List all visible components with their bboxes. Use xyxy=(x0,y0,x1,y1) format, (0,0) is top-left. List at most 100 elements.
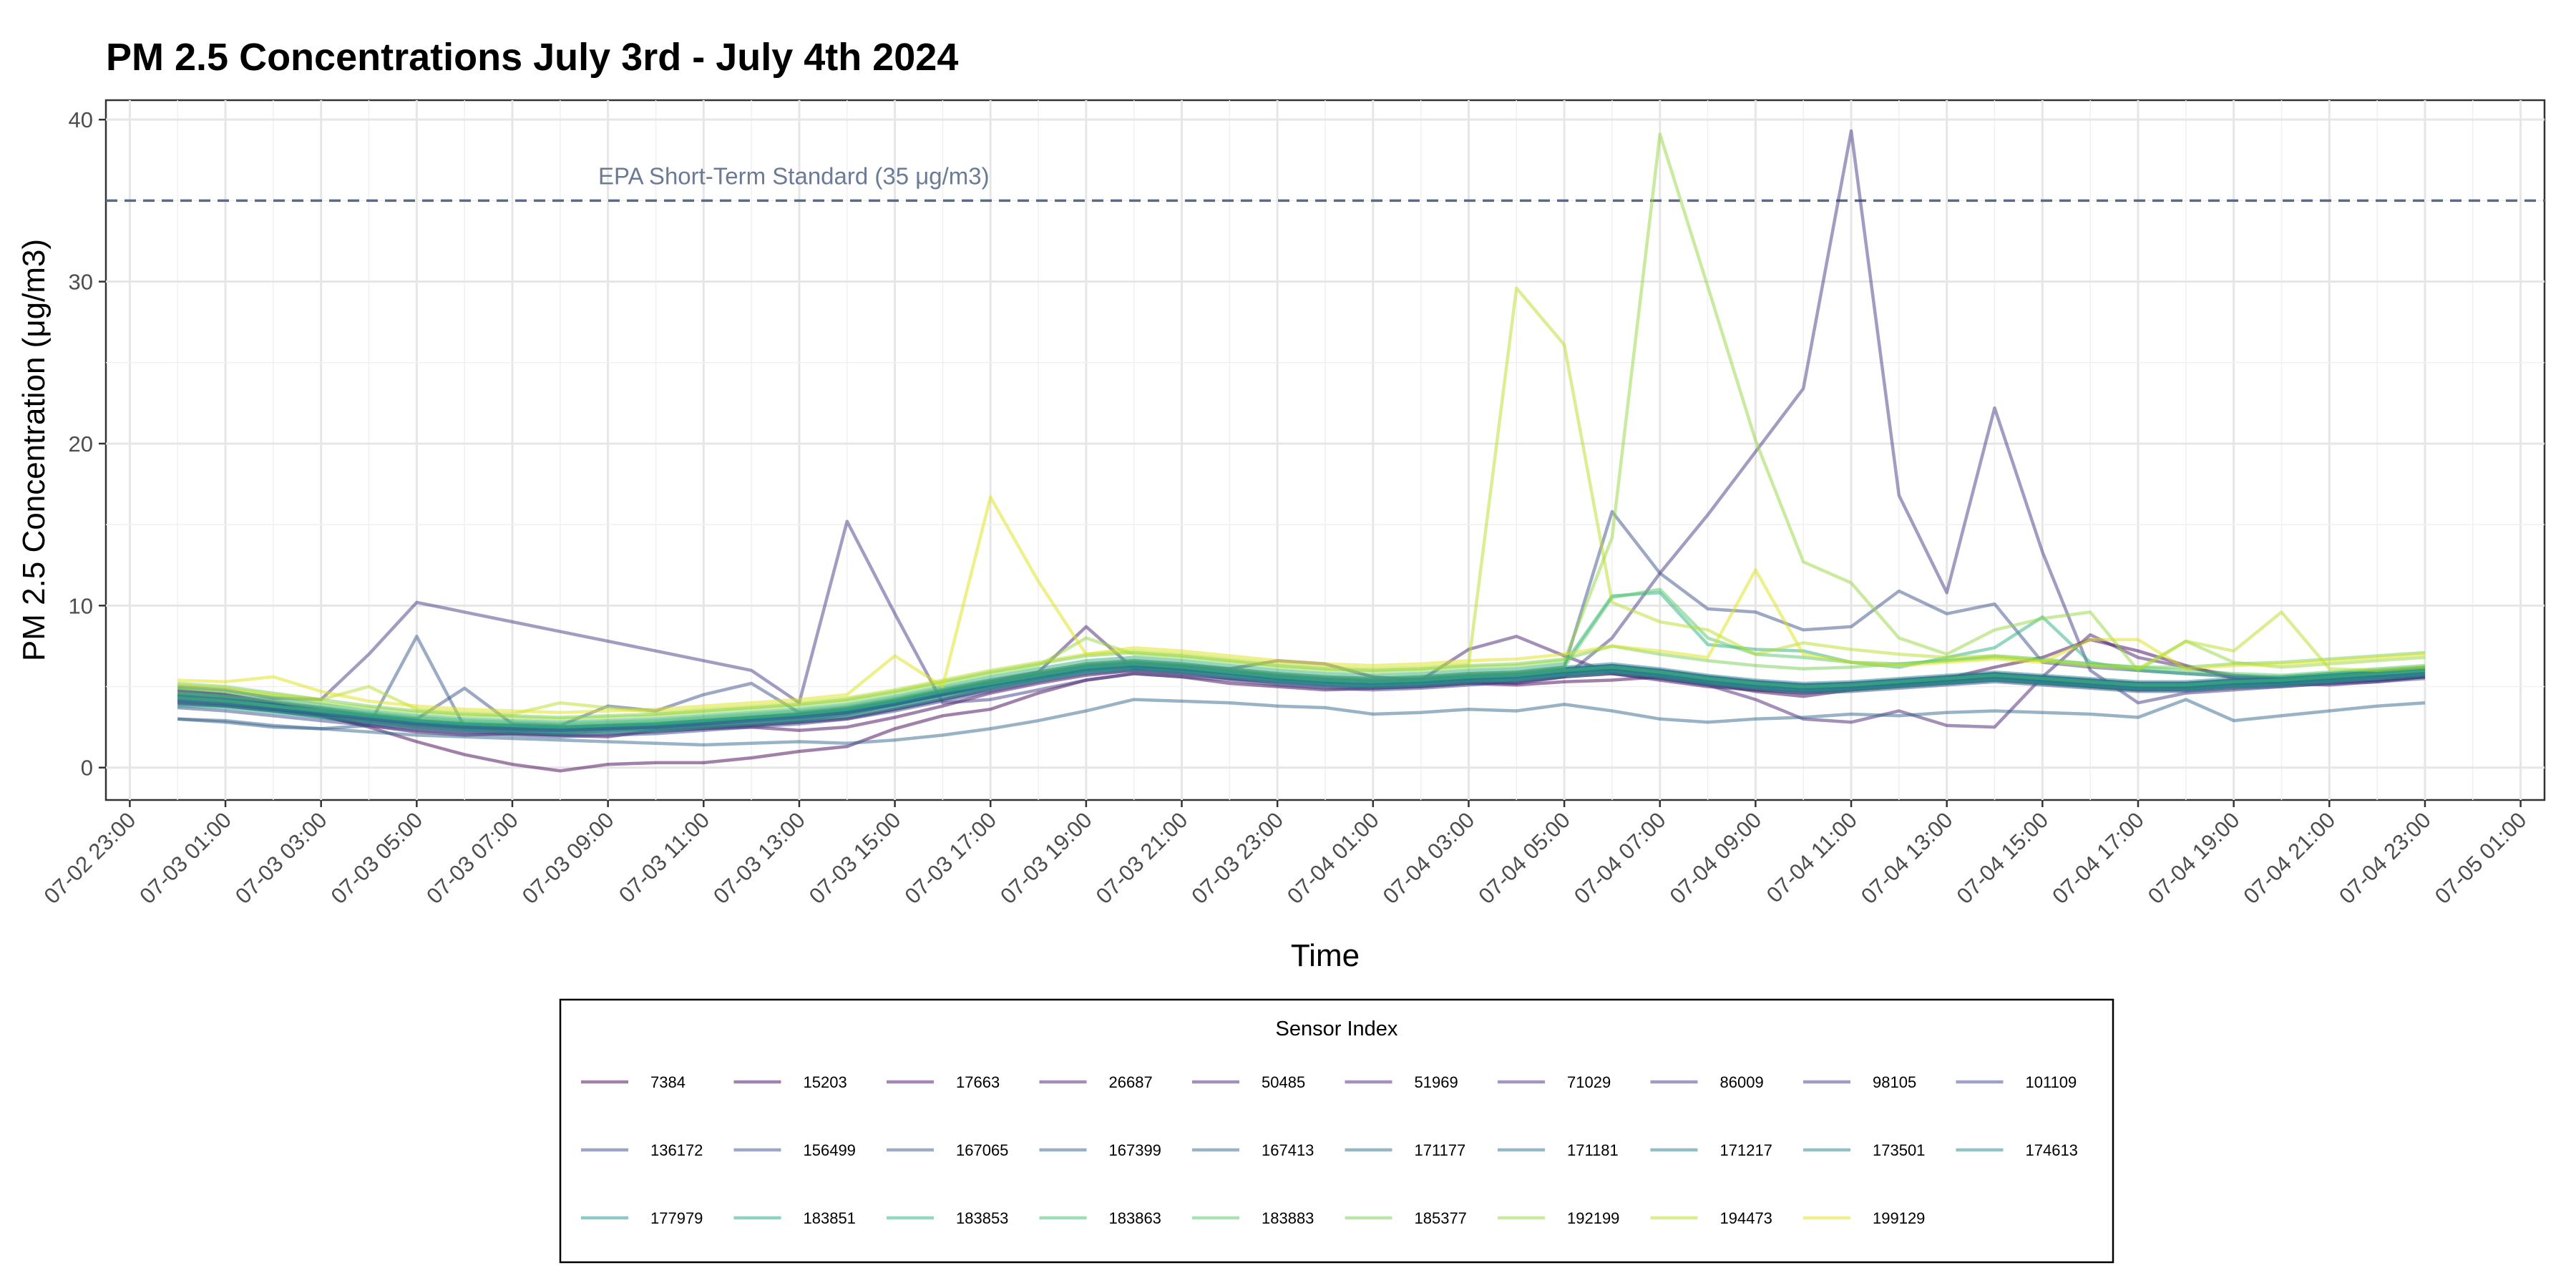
legend-item-167399: 167399 xyxy=(1039,1141,1161,1159)
x-tick-label: 07-04 09:00 xyxy=(1665,807,1767,909)
legend-item-183883: 183883 xyxy=(1192,1209,1314,1227)
x-tick-label: 07-04 07:00 xyxy=(1569,807,1671,909)
x-tick-label: 07-03 05:00 xyxy=(326,807,428,909)
series-line-199129 xyxy=(177,495,2426,715)
legend-box xyxy=(559,998,2114,1264)
legend-label: 17663 xyxy=(956,1073,1000,1091)
series-lines xyxy=(177,129,2426,773)
series-line-167413 xyxy=(177,698,2426,747)
legend-item-183863: 183863 xyxy=(1039,1209,1161,1227)
legend-item-171217: 171217 xyxy=(1650,1141,1772,1159)
x-tick-label: 07-04 21:00 xyxy=(2238,807,2340,909)
y-tick-label: 20 xyxy=(69,431,93,457)
legend-label: 199129 xyxy=(1873,1209,1925,1227)
legend-label: 171177 xyxy=(1415,1141,1466,1159)
legend-item-17663: 17663 xyxy=(887,1073,1000,1091)
y-tick-label: 40 xyxy=(69,107,93,132)
legend-label: 183883 xyxy=(1262,1209,1314,1227)
legend-label: 194473 xyxy=(1720,1209,1772,1227)
legend-item-15203: 15203 xyxy=(733,1073,847,1091)
legend-item-51969: 51969 xyxy=(1345,1073,1458,1091)
y-tick-label: 0 xyxy=(81,756,93,781)
x-tick-label: 07-04 01:00 xyxy=(1282,807,1384,909)
series-line-183863 xyxy=(177,662,2426,729)
legend-item-185377: 185377 xyxy=(1345,1209,1467,1227)
legend-item-136172: 136172 xyxy=(581,1141,703,1159)
y-axis-title: PM 2.5 Concentration (μg/m3) xyxy=(16,239,52,661)
x-tick-label: 07-03 11:00 xyxy=(614,807,714,907)
series-line-183853 xyxy=(177,590,2426,724)
legend-item-194473: 194473 xyxy=(1650,1209,1772,1227)
legend-label: 7384 xyxy=(650,1073,686,1091)
legend-item-26687: 26687 xyxy=(1039,1073,1153,1091)
legend-item-156499: 156499 xyxy=(733,1141,856,1159)
series-line-192199 xyxy=(177,132,2426,721)
series-line-194473 xyxy=(177,286,2426,716)
legend-label: 86009 xyxy=(1720,1073,1764,1091)
legend-label: 167413 xyxy=(1262,1141,1314,1159)
legend-label: 171217 xyxy=(1720,1141,1772,1159)
legend-label: 183851 xyxy=(804,1209,856,1227)
x-axis-title: Time xyxy=(1291,938,1360,973)
x-tick-label: 07-03 21:00 xyxy=(1091,807,1193,909)
legend-label: 171181 xyxy=(1567,1141,1619,1159)
legend-label: 177979 xyxy=(650,1209,703,1227)
chart-title: PM 2.5 Concentrations July 3rd - July 4t… xyxy=(106,36,958,79)
x-tick-label: 07-03 15:00 xyxy=(804,807,906,909)
x-tick-label: 07-03 09:00 xyxy=(517,807,619,909)
x-tick-label: 07-03 01:00 xyxy=(135,807,236,909)
legend-item-174613: 174613 xyxy=(1956,1141,2078,1159)
y-tick-label: 30 xyxy=(69,270,93,295)
legend-item-98105: 98105 xyxy=(1803,1073,1916,1091)
legend-item-7384: 7384 xyxy=(581,1073,686,1091)
x-tick-label: 07-03 07:00 xyxy=(421,807,523,909)
legend-label: 167399 xyxy=(1109,1141,1161,1159)
legend-item-183851: 183851 xyxy=(733,1209,856,1227)
x-tick-label: 07-04 19:00 xyxy=(2143,807,2245,909)
x-tick-label: 07-03 23:00 xyxy=(1186,807,1288,909)
x-tick-label: 07-04 15:00 xyxy=(1952,807,2054,909)
x-tick-label: 07-04 23:00 xyxy=(2334,807,2436,909)
legend-label: 183853 xyxy=(956,1209,1008,1227)
x-tick-label: 07-04 11:00 xyxy=(1762,807,1862,907)
legend-item-183853: 183853 xyxy=(887,1209,1008,1227)
legend-label: 15203 xyxy=(804,1073,847,1091)
x-tick-label: 07-04 13:00 xyxy=(1856,807,1958,909)
legend-label: 51969 xyxy=(1415,1073,1458,1091)
x-tick-label: 07-03 13:00 xyxy=(708,807,810,909)
legend-label: 101109 xyxy=(2026,1073,2077,1091)
legend-label: 185377 xyxy=(1415,1209,1467,1227)
legend-title: Sensor Index xyxy=(1276,1018,1398,1040)
x-tick-label: 07-03 03:00 xyxy=(230,807,332,909)
legend-item-171177: 171177 xyxy=(1345,1141,1466,1159)
x-tick-label: 07-04 17:00 xyxy=(2047,807,2149,909)
legend-item-167065: 167065 xyxy=(887,1141,1008,1159)
legend-item-177979: 177979 xyxy=(581,1209,703,1227)
x-tick-label: 07-05 01:00 xyxy=(2430,807,2532,909)
epa-standard-label: EPA Short-Term Standard (35 μg/m3) xyxy=(598,162,990,189)
legend-item-101109: 101109 xyxy=(1956,1073,2077,1091)
x-tick-label: 07-03 19:00 xyxy=(995,807,1097,909)
y-axis: 0 10 20 30 40 xyxy=(69,107,106,781)
legend-label: 136172 xyxy=(650,1141,703,1159)
legend-item-71029: 71029 xyxy=(1498,1073,1611,1091)
legend-label: 192199 xyxy=(1567,1209,1619,1227)
legend-item-199129: 199129 xyxy=(1803,1209,1925,1227)
legend-label: 174613 xyxy=(2026,1141,2078,1159)
x-tick-label: 07-04 05:00 xyxy=(1473,807,1575,909)
legend-label: 50485 xyxy=(1262,1073,1305,1091)
reference-line-group: EPA Short-Term Standard (35 μg/m3) xyxy=(106,162,2545,203)
legend-item-167413: 167413 xyxy=(1192,1141,1314,1159)
legend-item-192199: 192199 xyxy=(1498,1209,1619,1227)
legend-entries: 7384 15203 17663 26687 50485 51969 71029 86009 9… xyxy=(581,1073,2078,1227)
series-line-183851 xyxy=(177,667,2426,736)
legend-label: 156499 xyxy=(804,1141,856,1159)
legend-label: 26687 xyxy=(1109,1073,1153,1091)
legend-label: 173501 xyxy=(1873,1141,1925,1159)
legend-item-173501: 173501 xyxy=(1803,1141,1925,1159)
x-tick-label: 07-03 17:00 xyxy=(899,807,1001,909)
legend-item-86009: 86009 xyxy=(1650,1073,1764,1091)
legend-item-171181: 171181 xyxy=(1498,1141,1619,1159)
